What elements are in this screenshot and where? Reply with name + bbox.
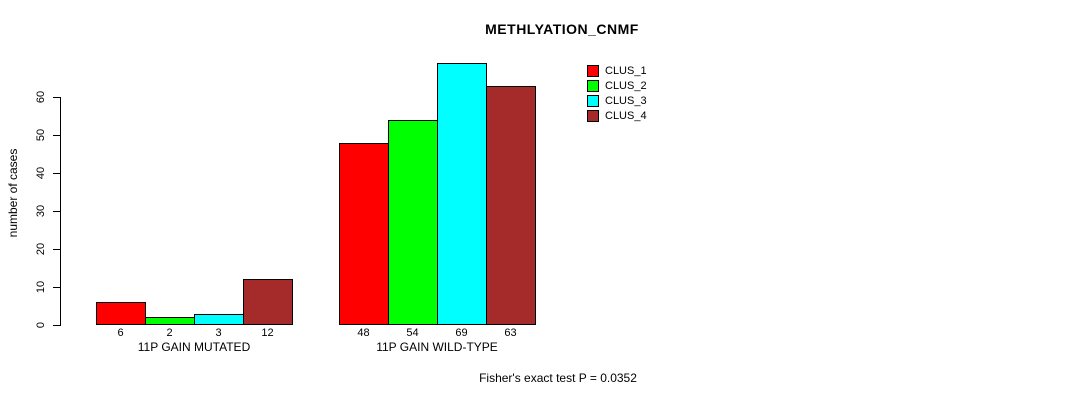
y-axis-tick bbox=[53, 325, 60, 326]
chart-title: METHLYATION_CNMF bbox=[485, 21, 639, 37]
y-axis-tick-label: 0 bbox=[35, 321, 47, 329]
bar-clus_2 bbox=[145, 317, 195, 325]
y-axis-tick bbox=[53, 249, 60, 250]
bar-value-label: 3 bbox=[215, 327, 222, 339]
bar-clus_4 bbox=[486, 86, 536, 325]
bar-value-label: 2 bbox=[166, 327, 173, 339]
y-axis-label: number of cases bbox=[6, 148, 20, 238]
y-axis-tick bbox=[53, 287, 60, 288]
legend-item-clus_1: CLUS_1 bbox=[587, 63, 647, 78]
y-axis-tick-label: 40 bbox=[35, 166, 47, 180]
y-axis-tick-label: 60 bbox=[35, 90, 47, 104]
legend-swatch-icon bbox=[587, 64, 599, 77]
legend-swatch-icon bbox=[587, 94, 599, 107]
bar-clus_1 bbox=[339, 143, 389, 325]
bar-value-label: 69 bbox=[455, 327, 468, 339]
x-axis-group-label: 11P GAIN MUTATED bbox=[137, 340, 251, 354]
y-axis-tick-label: 50 bbox=[35, 128, 47, 142]
y-axis-tick-label: 30 bbox=[35, 204, 47, 218]
annotation-text: Fisher's exact test P = 0.0352 bbox=[479, 371, 637, 385]
y-axis-line bbox=[60, 97, 61, 326]
bar-clus_3 bbox=[437, 63, 487, 325]
y-axis-tick bbox=[53, 173, 60, 174]
legend-label: CLUS_3 bbox=[605, 94, 647, 107]
legend-label: CLUS_2 bbox=[605, 79, 647, 92]
y-axis-tick-label: 10 bbox=[35, 280, 47, 294]
y-axis-tick bbox=[53, 211, 60, 212]
legend-item-clus_2: CLUS_2 bbox=[587, 78, 647, 93]
legend-label: CLUS_4 bbox=[605, 109, 647, 122]
bar-clus_1 bbox=[96, 302, 146, 325]
legend-swatch-icon bbox=[587, 79, 599, 92]
bar-value-label: 6 bbox=[117, 327, 124, 339]
legend-swatch-icon bbox=[587, 109, 599, 122]
y-axis-tick-label: 20 bbox=[35, 242, 47, 256]
bar-clus_2 bbox=[388, 120, 438, 325]
x-axis-group-label: 11P GAIN WILD-TYPE bbox=[376, 340, 498, 354]
bar-value-label: 54 bbox=[406, 327, 419, 339]
y-axis-tick bbox=[53, 97, 60, 98]
bar-clus_4 bbox=[243, 279, 293, 325]
legend-label: CLUS_1 bbox=[605, 64, 647, 77]
y-axis-tick bbox=[53, 135, 60, 136]
legend: CLUS_1 CLUS_2 CLUS_3 CLUS_4 bbox=[587, 63, 647, 123]
legend-item-clus_4: CLUS_4 bbox=[587, 108, 647, 123]
bar-clus_3 bbox=[194, 314, 244, 325]
bar-value-label: 63 bbox=[504, 327, 517, 339]
legend-item-clus_3: CLUS_3 bbox=[587, 93, 647, 108]
bar-value-label: 48 bbox=[357, 327, 370, 339]
bar-value-label: 12 bbox=[261, 327, 274, 339]
